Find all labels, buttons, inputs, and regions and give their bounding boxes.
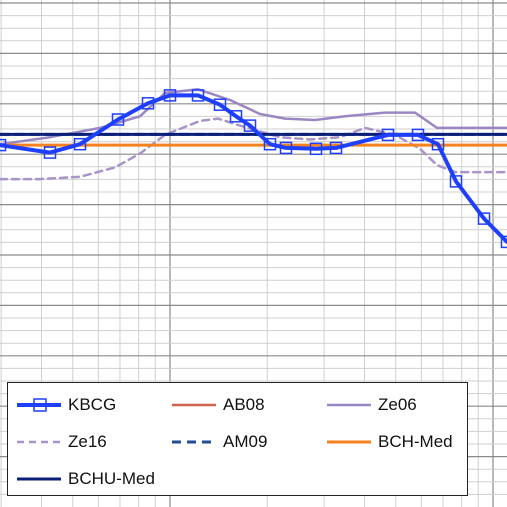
data-point-kbcg [329, 141, 343, 155]
data-point-kbcg [163, 89, 177, 102]
data-point-kbcg [477, 212, 491, 225]
legend-swatch-am09 [172, 440, 216, 444]
legend-item-ze16: Ze16 [16, 430, 107, 454]
chart-legend: KBCG AB08 Ze06 Ze16 AM09 BCH-Med BCH [7, 382, 468, 496]
legend-swatch-ab08 [172, 403, 216, 407]
legend-label-bch-med: BCH-Med [378, 432, 453, 451]
data-point-kbcg [263, 137, 277, 151]
legend-label-bchu-med: BCHU-Med [68, 469, 155, 488]
legend-label-ze16: Ze16 [68, 432, 107, 451]
data-point-kbcg [449, 175, 463, 188]
data-point-kbcg [279, 141, 293, 155]
legend-swatch-ze06 [327, 403, 371, 407]
data-point-kbcg [309, 142, 323, 156]
legend-swatch-ze16 [17, 440, 61, 444]
legend-item-am09: AM09 [171, 430, 267, 454]
legend-item-ab08: AB08 [171, 393, 265, 417]
data-point-kbcg [411, 128, 425, 142]
legend-swatch-bch-med [327, 440, 371, 444]
series-line-ze06 [0, 88, 507, 146]
chart-series-layer [0, 88, 507, 249]
legend-item-bch-med: BCH-Med [326, 430, 453, 454]
legend-item-bchu-med: BCHU-Med [16, 467, 155, 491]
data-point-kbcg [243, 119, 257, 132]
legend-label-ze06: Ze06 [378, 395, 417, 414]
series-line-kbcg [0, 93, 507, 244]
data-point-kbcg [381, 128, 395, 142]
data-point-kbcg [213, 98, 227, 111]
legend-label-am09: AM09 [223, 432, 268, 451]
legend-swatch-kbcg [17, 398, 61, 412]
data-point-kbcg [431, 137, 445, 151]
data-point-kbcg [500, 235, 507, 249]
data-point-kbcg [229, 110, 243, 123]
data-point-kbcg [141, 97, 155, 110]
legend-label-ab08: AB08 [223, 395, 265, 414]
data-point-kbcg [43, 146, 57, 159]
data-point-kbcg [0, 138, 7, 152]
legend-item-kbcg: KBCG [16, 393, 116, 417]
legend-item-ze06: Ze06 [326, 393, 417, 417]
data-point-kbcg [111, 113, 125, 126]
legend-swatch-bchu-med [17, 477, 61, 481]
data-point-kbcg [191, 89, 205, 102]
data-point-kbcg [73, 137, 87, 151]
legend-label-kbcg: KBCG [68, 395, 117, 414]
